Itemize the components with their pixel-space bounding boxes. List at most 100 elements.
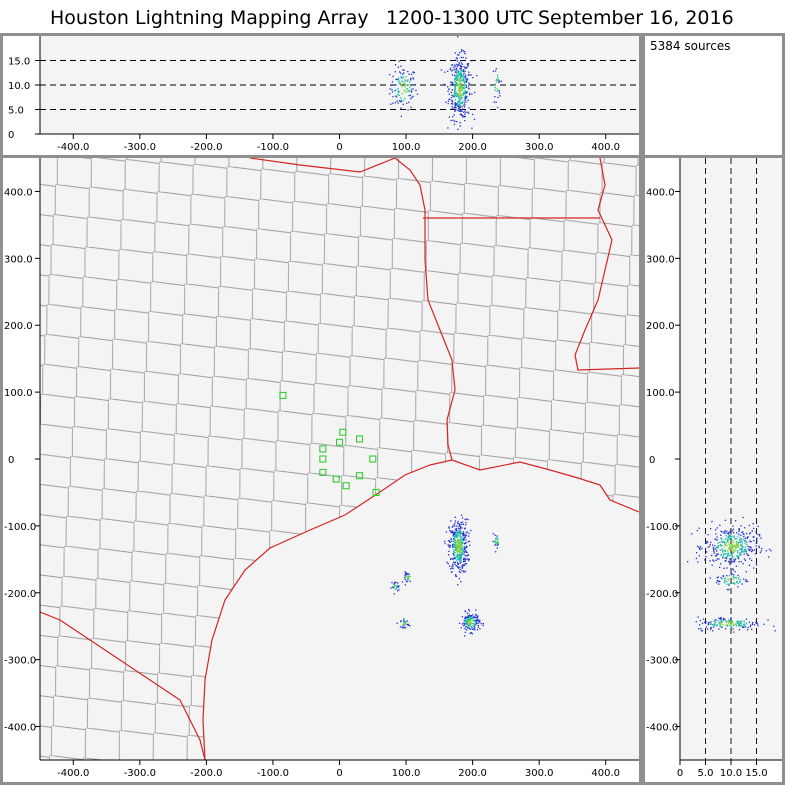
side-source-point	[698, 527, 700, 529]
side-source-point	[747, 580, 749, 582]
altitude-source-point	[457, 104, 460, 106]
altitude-source-point	[455, 91, 457, 93]
altitude-source-point	[398, 94, 401, 97]
altitude-source-point	[459, 87, 461, 89]
side-source-point	[746, 543, 748, 546]
altitude-source-point	[476, 74, 478, 77]
side-source-point	[774, 630, 776, 632]
altitude-source-point	[454, 65, 456, 68]
altitude-source-point	[405, 91, 407, 94]
altitude-source-point	[456, 66, 458, 68]
map-source-point	[404, 622, 406, 624]
map-source-point	[448, 526, 450, 528]
side-source-point	[735, 547, 737, 549]
altitude-source-point	[451, 81, 453, 83]
side-source-point	[738, 629, 741, 631]
map-source-point	[459, 525, 462, 528]
map-source-point	[451, 540, 453, 542]
map-source-point	[404, 623, 406, 626]
altitude-source-point	[459, 125, 461, 127]
altitude-source-point	[494, 96, 496, 98]
side-source-point	[735, 544, 738, 546]
map-source-point	[457, 520, 459, 523]
side-source-point	[768, 556, 770, 558]
map-source-point	[464, 563, 466, 565]
map-source-point	[461, 566, 464, 568]
map-source-point	[458, 541, 460, 543]
side-source-point	[736, 555, 738, 558]
altitude-source-point	[394, 89, 396, 92]
page-title: Houston Lightning Mapping Array	[50, 7, 369, 29]
altitude-source-point	[463, 77, 465, 79]
altitude-source-point	[458, 110, 460, 112]
side-source-point	[751, 628, 753, 630]
side-source-point	[756, 623, 759, 625]
side-source-point	[725, 559, 727, 562]
altitude-source-point	[458, 104, 461, 106]
altitude-source-point	[467, 99, 469, 101]
map-source-point	[461, 623, 463, 625]
altitude-source-point	[440, 69, 443, 71]
altitude-source-point	[462, 93, 465, 95]
map-source-point	[448, 540, 451, 542]
altitude-source-point	[448, 88, 450, 90]
altitude-source-point	[464, 50, 466, 53]
map-source-point	[397, 582, 399, 584]
altitude-source-point	[498, 80, 500, 82]
side-source-point	[732, 624, 735, 627]
x-tick-label: -300.0	[124, 142, 156, 153]
altitude-source-point	[415, 89, 417, 92]
side-source-point	[726, 588, 729, 591]
side-source-point	[730, 553, 733, 556]
altitude-source-point	[454, 96, 456, 98]
altitude-source-point	[498, 90, 500, 92]
map-source-point	[449, 565, 451, 567]
altitude-source-point	[403, 89, 405, 92]
altitude-source-point	[460, 67, 462, 69]
side-source-point	[735, 540, 738, 543]
side-source-point	[727, 578, 729, 580]
side-source-point	[737, 550, 739, 552]
map-source-point	[469, 632, 472, 635]
map-source-point	[467, 541, 469, 543]
map-source-point	[394, 582, 396, 584]
side-source-point	[734, 546, 736, 548]
map-source-point	[409, 575, 411, 578]
altitude-source-point	[461, 114, 463, 117]
map-source-point	[400, 620, 402, 623]
altitude-source-point	[460, 81, 462, 83]
side-source-point	[723, 546, 726, 548]
map-source-point	[462, 538, 464, 540]
side-source-point	[714, 528, 717, 531]
map-source-point	[471, 628, 474, 630]
side-source-point	[712, 559, 714, 561]
side-source-point	[751, 530, 753, 532]
map-source-point	[475, 614, 477, 617]
side-source-point	[749, 625, 751, 628]
altitude-source-point	[463, 104, 465, 106]
altitude-source-point	[443, 83, 446, 85]
map-source-point	[469, 617, 471, 619]
map-source-point	[461, 532, 464, 535]
map-source-point	[456, 529, 458, 532]
lma-station	[342, 482, 350, 490]
altitude-source-point	[447, 70, 449, 72]
altitude-source-point	[400, 107, 402, 109]
side-source-point	[726, 574, 728, 577]
side-source-point	[720, 620, 722, 622]
side-source-point	[737, 621, 739, 623]
map-source-point	[463, 571, 465, 573]
side-source-point	[726, 541, 728, 543]
map-source-point	[453, 561, 455, 563]
altitude-source-point	[460, 56, 463, 59]
altitude-source-point	[451, 70, 453, 72]
altitude-source-point	[465, 57, 467, 59]
altitude-frame	[40, 36, 639, 134]
side-source-point	[715, 550, 718, 552]
side-source-point	[733, 558, 735, 561]
map-source-point	[453, 525, 456, 527]
altitude-source-point	[458, 54, 460, 56]
map-source-point	[464, 548, 466, 550]
side-source-point	[733, 550, 735, 552]
